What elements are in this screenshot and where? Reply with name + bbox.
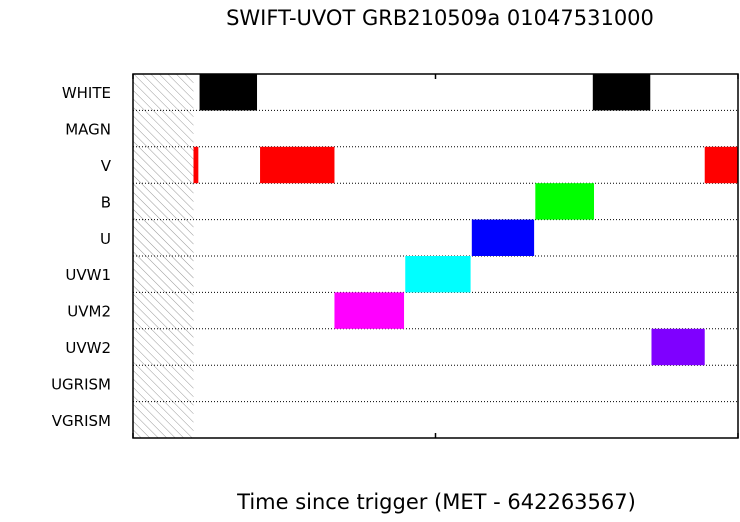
- exposure-bar-uvw2: [651, 328, 705, 366]
- y-tick-label-ugrism: UGRISM: [51, 375, 111, 393]
- y-tick-label-b: B: [101, 193, 111, 211]
- exposure-bar-u: [471, 219, 535, 256]
- chart-title: SWIFT-UVOT GRB210509a 01047531000: [226, 6, 654, 30]
- exposure-bar-white: [199, 74, 258, 111]
- y-tick-label-uvw2: UVW2: [65, 339, 111, 357]
- exposure-bar-b: [535, 183, 595, 220]
- y-tick-label-vgrism: VGRISM: [52, 412, 111, 430]
- exposure-bar-v: [260, 146, 335, 184]
- y-tick-label-magn: MAGN: [65, 121, 111, 139]
- y-tick-label-uvw1: UVW1: [65, 266, 111, 284]
- y-tick-label-v: V: [101, 157, 112, 175]
- y-tick-label-white: WHITE: [62, 84, 111, 102]
- exposure-bar-white: [592, 74, 651, 111]
- x-axis-label: Time since trigger (MET - 642263567): [237, 490, 636, 514]
- exposure-bar-v: [704, 146, 738, 184]
- exposure-bar-uvm2: [334, 292, 405, 329]
- y-tick-label-uvm2: UVM2: [67, 303, 111, 321]
- y-tick-label-u: U: [100, 230, 111, 248]
- exposure-bar-v: [193, 146, 199, 184]
- exposure-bar-uvw1: [405, 256, 471, 293]
